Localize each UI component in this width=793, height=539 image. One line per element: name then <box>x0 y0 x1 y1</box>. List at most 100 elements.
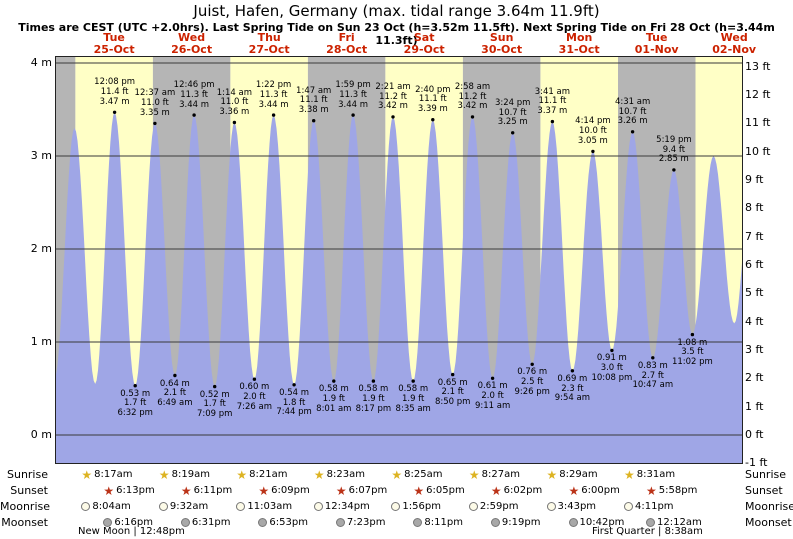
sunset-star-icon: ★ <box>413 483 425 498</box>
tide-plot-svg <box>56 57 742 463</box>
page-subtitle: Times are CEST (UTC +2.0hrs). Last Sprin… <box>18 21 775 47</box>
moonrise-time: 4:11pm <box>635 501 674 512</box>
moonset-time: 12:12am <box>657 517 702 528</box>
tide-extreme-dot <box>312 119 316 123</box>
moonset-icon <box>103 518 113 527</box>
moonset-entry: 6:16pm <box>103 516 153 529</box>
day-label: Wed 02-Nov <box>712 31 757 56</box>
moonrise-entry: 3:43pm <box>546 500 597 513</box>
tide-annotation-low: 0.58 m 1.9 ft 8:01 am <box>316 384 352 414</box>
moonrise-time: 8:04am <box>92 501 131 512</box>
y-axis-label-right: 13 ft <box>745 59 771 73</box>
y-axis-label-left: 4 m <box>30 56 52 69</box>
moonset-icon <box>258 518 268 527</box>
tide-annotation-low: 0.64 m 2.1 ft 6:49 am <box>157 378 193 409</box>
y-axis-label-left: 0 m <box>30 428 52 441</box>
sunrise-star-icon: ★ <box>81 467 93 482</box>
sunset-time: 6:09pm <box>271 485 310 496</box>
tide-annotation-low: 0.61 m 2.0 ft 9:11 am <box>474 381 511 411</box>
tide-curve-area <box>56 112 742 463</box>
y-axis-label-right: -1 ft <box>745 456 768 470</box>
moonset-entry: 12:12am <box>646 516 702 529</box>
tide-annotation-low: 1.08 m 3.5 ft 11:02 pm <box>671 337 713 368</box>
moonrise-entry: 2:59pm <box>468 500 519 513</box>
tide-extreme-dot <box>470 115 475 119</box>
moonrise-time: 1:56pm <box>402 501 441 512</box>
sunrise-star-icon: ★ <box>158 467 170 482</box>
tide-extreme-dot <box>411 379 415 383</box>
y-axis-label-right: 11 ft <box>745 116 771 130</box>
sunset-time: 5:58pm <box>658 485 698 496</box>
sunrise-time: 8:21am <box>249 469 288 480</box>
tide-annotation-high: 3:24 pm 10.7 ft 3.25 m <box>494 97 531 128</box>
y-axis-label-left: 3 m <box>30 149 52 162</box>
tide-extreme-dot <box>213 384 217 389</box>
tide-extreme-dot <box>530 362 534 366</box>
tide-annotation-high: 2:21 am 11.2 ft 3.42 m <box>375 81 411 112</box>
moonrise-time: 11:03am <box>247 501 293 512</box>
moonset-entry: 6:31pm <box>180 516 230 529</box>
tide-annotation-high: 3:41 am 11.1 ft 3.37 m <box>534 86 571 117</box>
astro-row-label-right: Moonrise <box>745 500 793 513</box>
tide-annotation-low: 0.52 m 1.7 ft 7:09 pm <box>196 389 233 420</box>
tide-extreme-dot <box>351 113 355 117</box>
sunset-star-icon: ★ <box>490 483 502 498</box>
moonrise-icon <box>313 502 323 511</box>
astro-row-label-left: Sunrise <box>6 468 48 481</box>
sunrise-time: 8:31am <box>636 469 676 480</box>
tide-extreme-dot <box>511 131 515 135</box>
moonset-icon <box>646 518 655 527</box>
y-axis-label-right: 2 ft <box>745 371 764 385</box>
sunrise-entry: ★ 8:29am <box>547 468 598 481</box>
moonrise-entry: 9:32am <box>158 500 208 513</box>
y-axis-label-right: 9 ft <box>745 172 764 186</box>
y-axis-label-right: 8 ft <box>745 201 764 215</box>
y-axis-label-right: 0 ft <box>745 428 764 441</box>
tide-annotation-high: 2:58 am 11.2 ft 3.42 m <box>454 81 491 112</box>
moonrise-icon <box>391 502 401 511</box>
page-title: Juist, Hafen, Germany (max. tidal range … <box>193 2 600 20</box>
sunrise-entry: ★ 8:19am <box>159 468 210 481</box>
day-label: Sun 30-Oct <box>481 31 523 56</box>
sunrise-entry: ★ 8:21am <box>236 468 287 481</box>
sunset-star-icon: ★ <box>646 483 657 498</box>
y-axis-label-right: 4 ft <box>745 314 764 328</box>
sunrise-time: 8:25am <box>404 469 443 480</box>
y-axis-label-right: 5 ft <box>745 286 764 300</box>
moonset-entry: 10:42pm <box>568 516 625 529</box>
moonrise-entry: 8:04am <box>81 500 131 513</box>
sunset-time: 6:00pm <box>581 485 620 496</box>
tide-annotation-low: 0.83 m 2.7 ft 10:47 am <box>632 360 674 391</box>
moonrise-time: 2:59pm <box>479 501 519 512</box>
tide-annotation-high: 1:47 am 11.1 ft 3.38 m <box>296 85 332 116</box>
moonrise-icon <box>546 502 556 511</box>
tide-extreme-dot <box>271 113 276 117</box>
day-label: Fri 28-Oct <box>326 31 368 56</box>
day-label: Wed 26-Oct <box>171 31 213 56</box>
moonset-time: 6:53pm <box>269 517 308 528</box>
tide-extreme-dot <box>112 110 117 114</box>
sunset-star-icon: ★ <box>103 483 115 498</box>
sunset-star-icon: ★ <box>180 483 192 498</box>
sunset-time: 6:05pm <box>426 485 465 496</box>
tide-annotation-low: 0.91 m 3.0 ft 10:08 pm <box>591 353 633 383</box>
moonrise-icon <box>236 502 246 511</box>
moon-phase-note: First Quarter | 8:38am <box>592 526 703 537</box>
moonset-icon <box>413 518 423 527</box>
moonset-time: 8:11pm <box>424 517 463 528</box>
tide-annotation-low: 0.54 m 1.8 ft 7:44 pm <box>276 387 312 418</box>
tide-extreme-dot <box>431 118 435 122</box>
tide-annotation-high: 12:46 pm 11.3 ft 3.44 m <box>173 80 215 110</box>
moonset-time: 10:42pm <box>579 517 625 528</box>
moonrise-time: 3:43pm <box>557 501 597 512</box>
tide-extreme-dot <box>192 113 196 117</box>
tide-annotation-high: 4:14 pm 10.0 ft 3.05 m <box>575 116 611 146</box>
tide-extreme-dot <box>672 168 676 172</box>
sunrise-entry: ★ 8:31am <box>624 468 675 481</box>
tide-annotation-low: 0.69 m 2.3 ft 9:54 am <box>554 373 591 404</box>
moonrise-time: 12:34pm <box>324 501 370 512</box>
moonset-time: 9:19pm <box>501 517 541 528</box>
moonrise-icon <box>158 502 168 511</box>
moonset-icon <box>490 518 500 527</box>
y-axis-label-right: 7 ft <box>745 229 764 243</box>
